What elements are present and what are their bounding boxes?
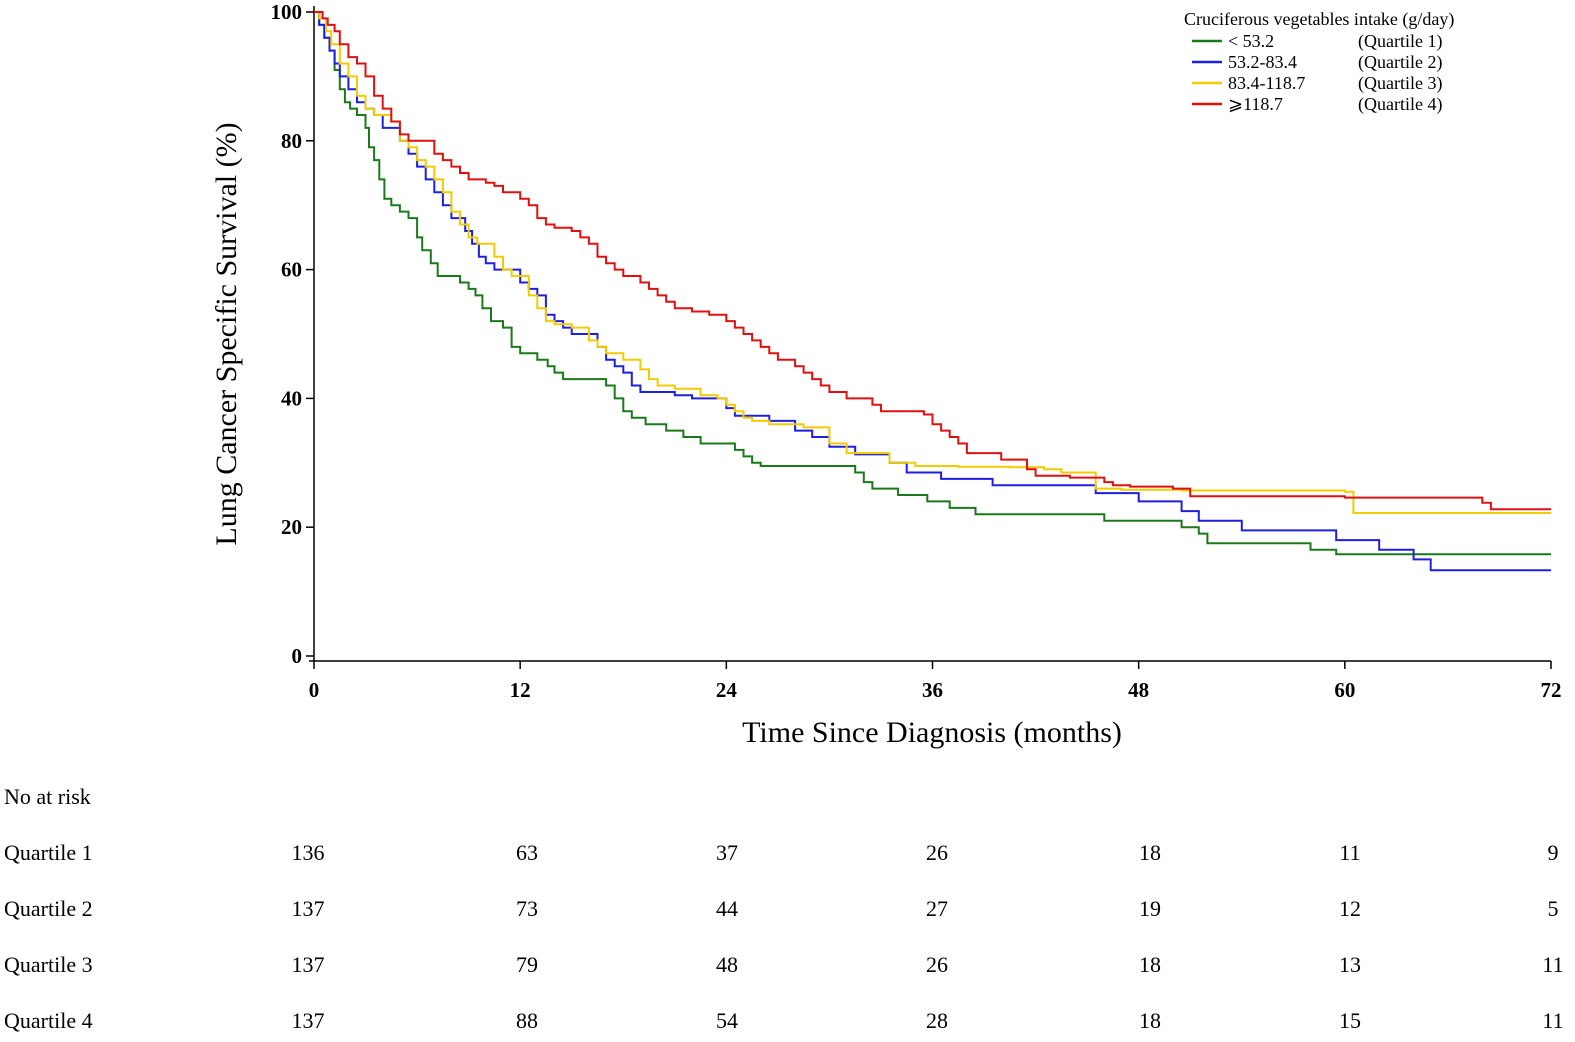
series-line-quartile-2 xyxy=(314,11,1551,572)
risk-value: 11 xyxy=(1339,840,1360,865)
x-tick-label: 24 xyxy=(716,678,738,702)
legend-range-label: < 53.2 xyxy=(1228,31,1274,51)
risk-value: 27 xyxy=(926,896,948,921)
x-tick-label: 72 xyxy=(1541,678,1562,702)
legend-range-label: ⩾118.7 xyxy=(1228,94,1283,114)
y-tick-label: 80 xyxy=(281,129,302,153)
risk-value: 79 xyxy=(516,952,538,977)
risk-value: 18 xyxy=(1139,840,1161,865)
risk-value: 88 xyxy=(516,1008,538,1033)
x-tick-label: 0 xyxy=(309,678,320,702)
y-axis-title: Lung Cancer Specific Survival (%) xyxy=(210,122,243,545)
y-tick-label: 20 xyxy=(281,515,302,539)
risk-table-rows: Quartile 1 136 63 37 26 18 11 9 Quartile 2 137 73 4… xyxy=(4,840,1564,1033)
risk-row-label: Quartile 1 xyxy=(4,840,93,865)
x-axis-title: Time Since Diagnosis (months) xyxy=(742,716,1122,749)
risk-value: 137 xyxy=(292,952,325,977)
risk-value: 19 xyxy=(1139,896,1161,921)
x-tick-label: 12 xyxy=(510,678,531,702)
risk-value: 11 xyxy=(1542,1008,1563,1033)
x-ticks: 0 12 24 36 48 60 72 xyxy=(309,661,1562,702)
y-tick-label: 100 xyxy=(271,0,303,24)
risk-row-label: Quartile 4 xyxy=(4,1008,93,1033)
x-tick-label: 60 xyxy=(1334,678,1355,702)
risk-value: 9 xyxy=(1548,840,1559,865)
risk-value: 73 xyxy=(516,896,538,921)
legend-group-label: (Quartile 4) xyxy=(1358,94,1442,115)
risk-table: No at risk Quartile 1 136 63 37 26 18 11 9Quart… xyxy=(4,784,1564,1033)
series-layer xyxy=(314,11,1551,572)
legend-entries: < 53.2 (Quartile 1) 53.2-83.4 (Quartile 2) 8… xyxy=(1192,31,1442,115)
risk-value: 63 xyxy=(516,840,538,865)
risk-row-label: Quartile 2 xyxy=(4,896,93,921)
risk-value: 13 xyxy=(1339,952,1361,977)
risk-value: 48 xyxy=(716,952,738,977)
legend-range-label: 53.2-83.4 xyxy=(1228,52,1297,72)
x-tick-label: 36 xyxy=(922,678,943,702)
risk-value: 12 xyxy=(1339,896,1361,921)
risk-value: 26 xyxy=(926,952,948,977)
y-tick-label: 60 xyxy=(281,258,302,282)
risk-value: 137 xyxy=(292,1008,325,1033)
y-tick-label: 40 xyxy=(281,386,302,410)
risk-value: 44 xyxy=(716,896,738,921)
risk-row-label: Quartile 3 xyxy=(4,952,93,977)
x-tick-label: 48 xyxy=(1128,678,1149,702)
legend: Cruciferous vegetables intake (g/day) < … xyxy=(1184,9,1454,115)
y-ticks: 0 20 40 60 80 100 xyxy=(271,0,314,668)
risk-table-header: No at risk xyxy=(4,784,91,809)
legend-group-label: (Quartile 1) xyxy=(1358,31,1442,52)
risk-value: 136 xyxy=(292,840,325,865)
series-line-quartile-4 xyxy=(314,11,1551,511)
risk-value: 15 xyxy=(1339,1008,1361,1033)
risk-value: 18 xyxy=(1139,1008,1161,1033)
legend-group-label: (Quartile 2) xyxy=(1358,52,1442,73)
y-tick-label: 0 xyxy=(292,644,303,668)
risk-value: 11 xyxy=(1542,952,1563,977)
risk-value: 18 xyxy=(1139,952,1161,977)
axes xyxy=(309,6,1551,662)
risk-value: 28 xyxy=(926,1008,948,1033)
risk-value: 26 xyxy=(926,840,948,865)
series-line-quartile-1 xyxy=(314,11,1551,556)
legend-range-label: 83.4-118.7 xyxy=(1228,73,1305,93)
risk-value: 54 xyxy=(716,1008,738,1033)
risk-value: 137 xyxy=(292,896,325,921)
risk-value: 5 xyxy=(1548,896,1559,921)
legend-title: Cruciferous vegetables intake (g/day) xyxy=(1184,9,1454,30)
risk-value: 37 xyxy=(716,840,738,865)
legend-group-label: (Quartile 3) xyxy=(1358,73,1442,94)
